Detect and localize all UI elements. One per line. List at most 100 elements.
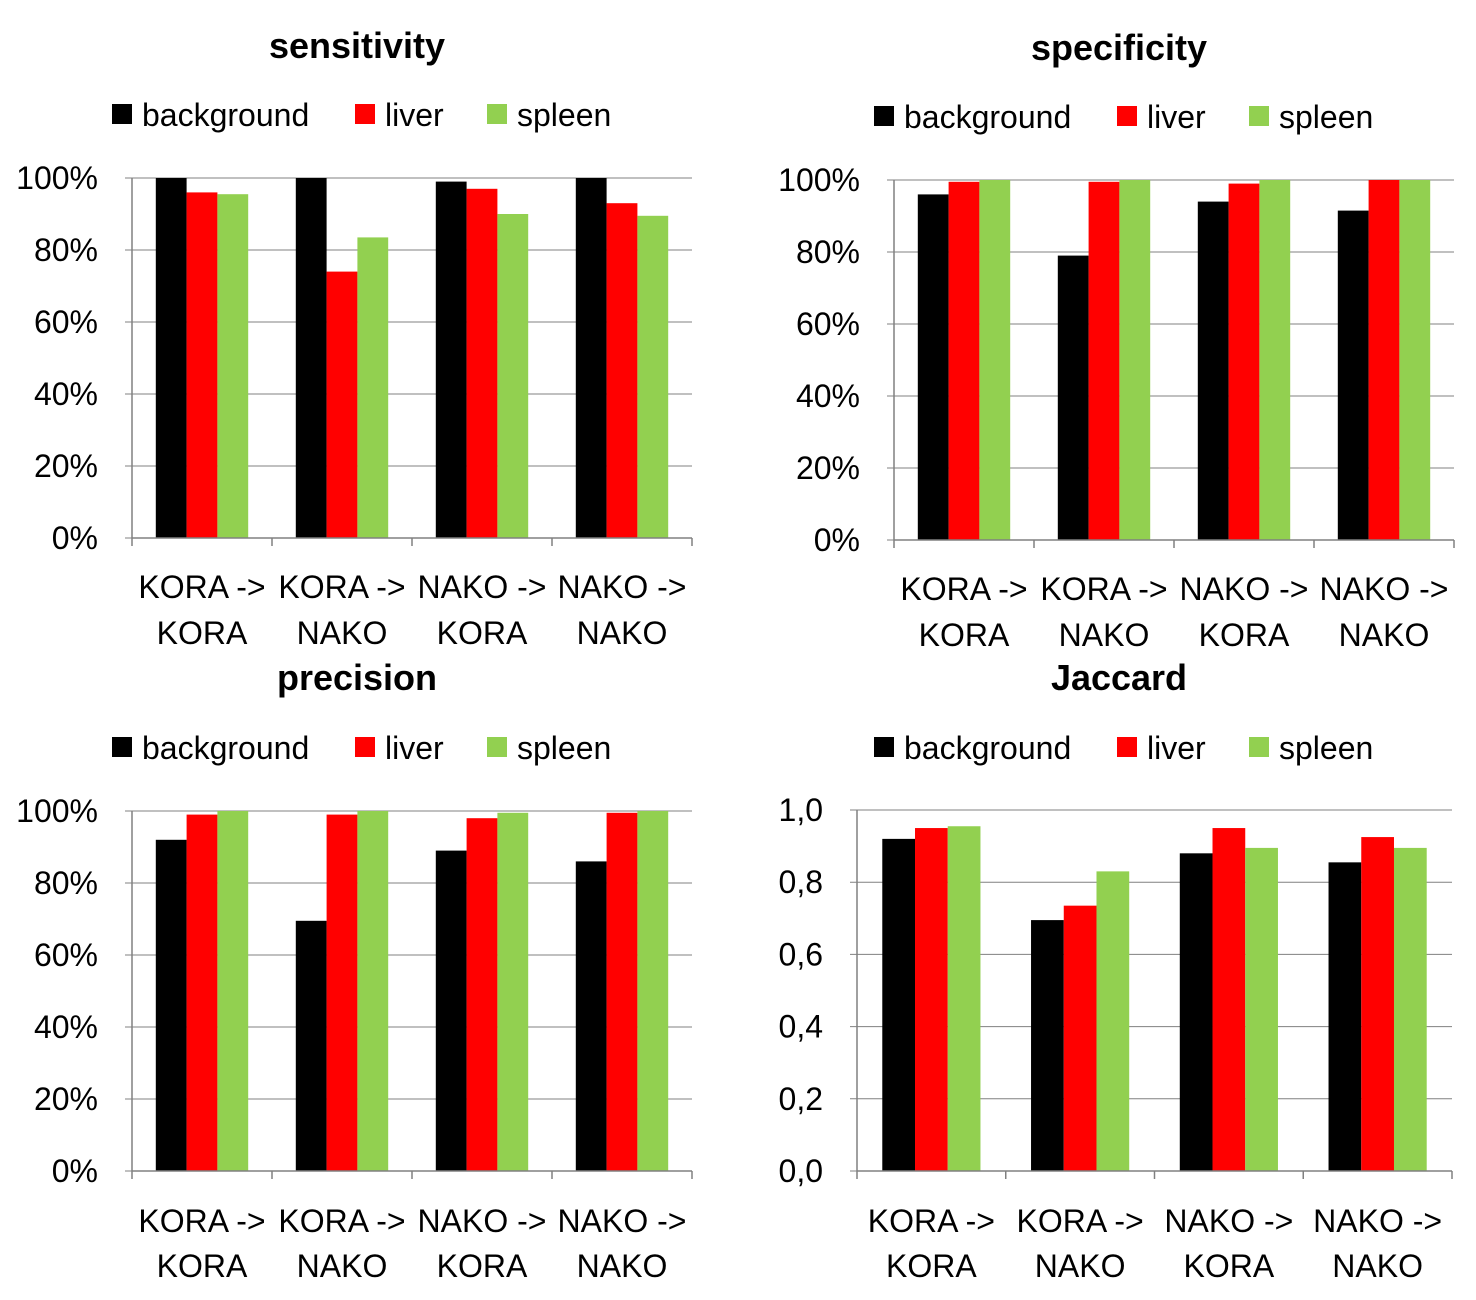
legend-swatch-background [874, 737, 894, 757]
bar-liver-1 [915, 828, 948, 1171]
y-tick-label: 100% [16, 160, 98, 196]
x-category-label-line1: KORA -> [138, 1203, 265, 1239]
legend-label-liver: liver [1147, 730, 1206, 766]
y-tick-label: 40% [34, 1009, 98, 1045]
y-tick-label: 20% [34, 448, 98, 484]
x-category-label-line1: NAKO -> [1313, 1203, 1442, 1239]
y-tick-label: 0% [52, 520, 98, 556]
chart-title: Jaccard [1051, 657, 1187, 698]
x-category-label-line2: KORA [437, 615, 528, 651]
legend-swatch-liver [355, 737, 375, 757]
bar-background-4 [1337, 210, 1369, 540]
bar-liver-3 [466, 818, 498, 1171]
x-category-label-line1: KORA -> [900, 571, 1027, 607]
y-tick-label: 80% [34, 232, 98, 268]
chart-3: precision background liver spleen 0% 20% 40% 60… [16, 657, 693, 1284]
bar-background-4 [1328, 862, 1362, 1171]
y-tick-label: 20% [34, 1081, 98, 1117]
bar-background-4 [575, 861, 607, 1171]
bar-background-3 [435, 181, 467, 538]
legend-label-liver: liver [385, 97, 444, 133]
x-category-label-line1: KORA -> [1017, 1203, 1144, 1239]
x-category-label-line2: KORA [886, 1248, 977, 1284]
bar-liver-2 [326, 271, 358, 538]
bar-spleen-2 [357, 237, 389, 538]
bar-liver-3 [466, 188, 498, 539]
bar-liver-4 [1361, 837, 1394, 1171]
bar-background-2 [295, 920, 327, 1171]
chart-1: sensitivity background liver spleen 0% 20% 40%… [16, 25, 693, 651]
x-category-label-line2: NAKO [1332, 1248, 1423, 1284]
y-tick-label: 0,6 [779, 936, 823, 972]
x-category-label-line1: NAKO -> [1164, 1203, 1293, 1239]
legend-label-background: background [142, 97, 309, 133]
bar-spleen-2 [1096, 871, 1130, 1171]
bar-liver-2 [1063, 905, 1097, 1171]
x-category-label-line2: NAKO [577, 615, 668, 651]
bar-background-1 [917, 194, 949, 540]
y-tick-label: 1,0 [779, 792, 823, 828]
bar-background-1 [155, 178, 187, 538]
legend-label-liver: liver [1147, 99, 1206, 135]
bar-liver-1 [948, 181, 980, 541]
x-category-label-line2: NAKO [577, 1248, 668, 1284]
x-category-label-line1: KORA -> [138, 569, 265, 605]
y-tick-label: 0,4 [779, 1009, 823, 1045]
bar-spleen-3 [497, 214, 529, 538]
legend-label-spleen: spleen [517, 97, 611, 133]
legend-swatch-liver [355, 104, 375, 124]
bar-background-3 [435, 850, 467, 1171]
bar-background-3 [1179, 853, 1213, 1171]
bar-liver-3 [1212, 828, 1246, 1171]
chart-4: Jaccard background liver spleen 0,0 0,2 0,4 0,6… [779, 657, 1453, 1284]
bar-liver-1 [186, 814, 218, 1171]
x-category-label-line2: KORA [437, 1248, 528, 1284]
legend-label-spleen: spleen [1279, 730, 1373, 766]
bar-spleen-4 [637, 215, 669, 539]
x-category-label-line1: NAKO -> [558, 569, 687, 605]
y-tick-label: 40% [34, 376, 98, 412]
y-tick-label: 40% [796, 378, 860, 414]
legend-swatch-background [874, 106, 894, 126]
y-tick-label: 0,2 [779, 1081, 823, 1117]
chart-title: precision [277, 657, 437, 698]
legend-label-background: background [142, 730, 309, 766]
bar-liver-2 [326, 814, 358, 1171]
legend-swatch-spleen [487, 104, 507, 124]
legend-label-background: background [904, 99, 1071, 135]
x-category-label-line1: KORA -> [278, 569, 405, 605]
bar-spleen-3 [497, 812, 529, 1171]
x-category-label-line1: NAKO -> [418, 569, 547, 605]
y-tick-label: 80% [796, 234, 860, 270]
legend-swatch-spleen [1249, 106, 1269, 126]
bar-spleen-1 [947, 826, 981, 1171]
x-category-label-line1: NAKO -> [418, 1203, 547, 1239]
bar-liver-1 [186, 192, 218, 538]
x-category-label-line2: NAKO [297, 1248, 388, 1284]
x-category-label-line1: KORA -> [868, 1203, 995, 1239]
y-tick-label: 100% [778, 162, 860, 198]
chart-title: sensitivity [269, 25, 445, 66]
legend-swatch-spleen [1249, 737, 1269, 757]
legend-swatch-liver [1117, 106, 1137, 126]
bar-background-3 [1197, 201, 1229, 540]
legend-label-spleen: spleen [517, 730, 611, 766]
bar-spleen-1 [217, 811, 249, 1171]
x-category-label-line2: KORA [157, 1248, 248, 1284]
y-tick-label: 60% [34, 304, 98, 340]
x-category-label-line2: NAKO [297, 615, 388, 651]
y-tick-label: 60% [34, 937, 98, 973]
bar-background-1 [882, 838, 916, 1171]
y-tick-label: 100% [16, 793, 98, 829]
legend-label-background: background [904, 730, 1071, 766]
x-category-label-line2: KORA [157, 615, 248, 651]
x-category-label-line2: KORA [1199, 617, 1290, 653]
bar-background-2 [295, 178, 327, 538]
y-tick-label: 0% [52, 1153, 98, 1189]
x-category-label-line1: NAKO -> [558, 1203, 687, 1239]
x-category-label-line1: NAKO -> [1320, 571, 1449, 607]
y-tick-label: 0% [814, 522, 860, 558]
y-tick-label: 80% [34, 865, 98, 901]
legend-swatch-background [112, 104, 132, 124]
